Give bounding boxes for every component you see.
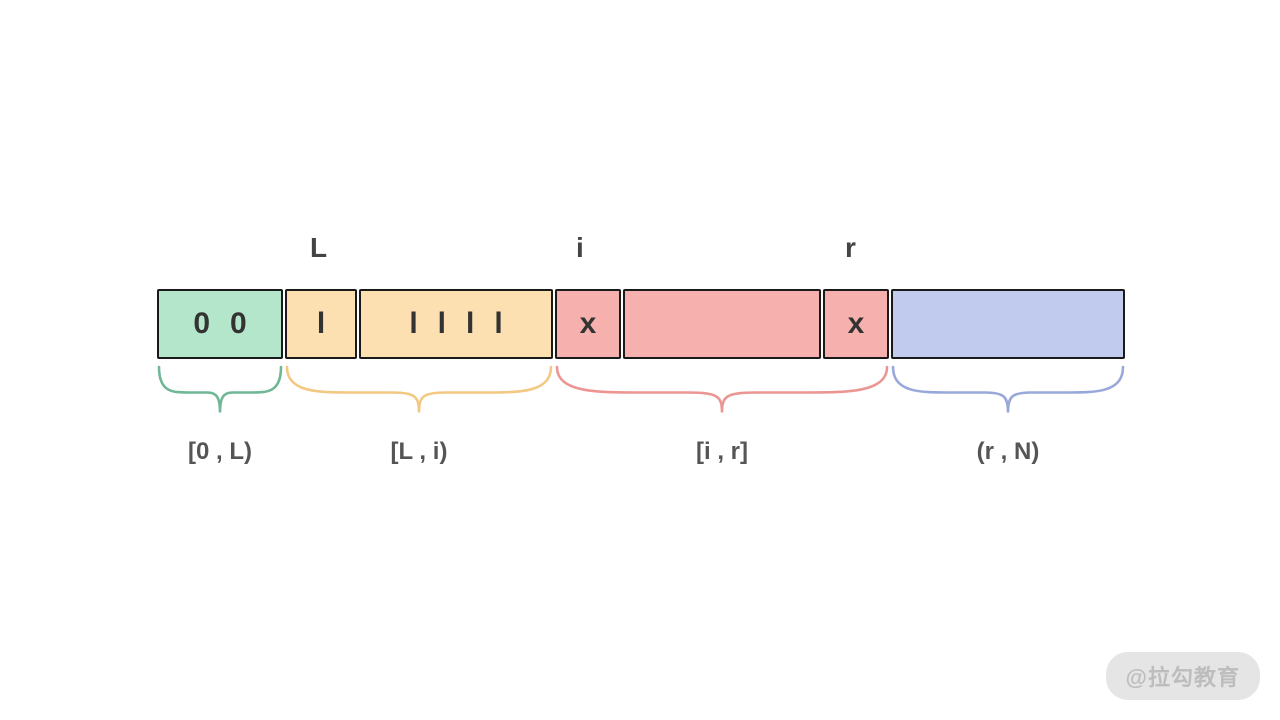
brace-0: [157, 365, 283, 415]
range-label-1: [L , i): [285, 438, 553, 466]
array-cell-c1: l: [285, 289, 357, 359]
brace-2: [555, 365, 889, 415]
cell-value: x: [848, 307, 865, 341]
pointer-label-L: L: [310, 232, 327, 264]
pointer-label-r: r: [845, 232, 856, 264]
cell-value: l: [494, 307, 502, 341]
cell-value: l: [466, 307, 474, 341]
array-cell-c5: x: [823, 289, 889, 359]
array-cell-c4: [623, 289, 821, 359]
brace-1: [285, 365, 553, 415]
cell-value: 0: [193, 307, 210, 341]
cell-value: l: [438, 307, 446, 341]
watermark-badge: @拉勾教育: [1106, 652, 1260, 700]
array-cell-c6: [891, 289, 1125, 359]
array-cell-c3: x: [555, 289, 621, 359]
array-cell-c0: 00: [157, 289, 283, 359]
cell-value: l: [317, 307, 325, 341]
range-label-2: [i , r]: [555, 438, 889, 466]
brace-3: [891, 365, 1125, 415]
array-cell-c2: llll: [359, 289, 553, 359]
pointer-label-i: i: [576, 232, 584, 264]
range-label-0: [0 , L): [157, 438, 283, 466]
cell-value: x: [580, 307, 597, 341]
cell-value: l: [409, 307, 417, 341]
cell-value: 0: [230, 307, 247, 341]
range-label-3: (r , N): [891, 438, 1125, 466]
